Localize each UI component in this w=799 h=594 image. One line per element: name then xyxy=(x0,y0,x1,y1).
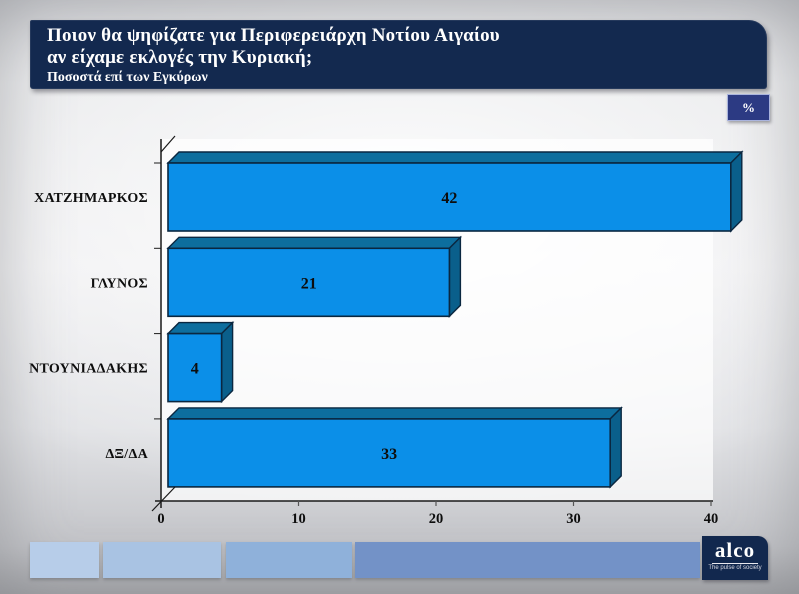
percent-badge: % xyxy=(727,94,770,121)
x-tick-label: 10 xyxy=(291,511,306,527)
bar-value-label: 42 xyxy=(441,190,457,207)
category-label: ΔΞ/ΔΑ xyxy=(105,447,148,462)
bar xyxy=(167,332,223,403)
footer-strip-segment-3 xyxy=(226,542,352,578)
category-label: ΝΤΟΥΝΙΑΔΑΚΗΣ xyxy=(29,362,148,377)
alco-logo-text: alco xyxy=(711,538,759,564)
bar-value-label: 33 xyxy=(381,446,397,463)
question-title-line1: Ποιον θα ψηφίζατε για Περιφερειάρχη Νοτί… xyxy=(47,25,500,46)
bar-side-face xyxy=(609,406,622,489)
category-label: ΧΑΤΖΗΜΑΡΚΟΣ xyxy=(34,191,148,206)
x-tick-label: 40 xyxy=(704,511,719,527)
bar-value-label: 4 xyxy=(191,361,199,378)
footer-strip-segment-4 xyxy=(355,542,700,578)
x-tick-label: 30 xyxy=(566,511,581,527)
alco-logo-tagline: The pulse of society xyxy=(708,565,762,571)
bar xyxy=(167,162,732,232)
bar xyxy=(167,247,451,318)
footer-strip-segment-2 xyxy=(103,542,221,578)
category-label: ΓΛΥΝΟΣ xyxy=(91,276,148,291)
bar-top-face xyxy=(166,151,744,164)
footer-strip-segment-1 xyxy=(30,542,99,578)
question-header: Ποιον θα ψηφίζατε για Περιφερειάρχη Νοτί… xyxy=(30,20,767,89)
axis-corner-top xyxy=(160,135,176,153)
bar-top-face xyxy=(166,407,623,420)
bar-side-face xyxy=(220,320,234,404)
bar-top-face xyxy=(166,236,463,250)
bar-value-label: 21 xyxy=(301,275,317,292)
alco-logo: alco The pulse of society xyxy=(702,536,768,580)
axis-corner-bottom xyxy=(151,486,176,512)
bar xyxy=(167,418,612,488)
question-subtitle: Ποσοστά επί των Εγκύρων xyxy=(47,70,208,85)
bar-side-face xyxy=(448,235,462,318)
bar-side-face xyxy=(730,150,743,233)
x-tick-label: 20 xyxy=(429,511,444,527)
question-title-line2: αν είχαμε εκλογές την Κυριακή; xyxy=(47,47,313,68)
x-tick-label: 0 xyxy=(157,511,164,527)
